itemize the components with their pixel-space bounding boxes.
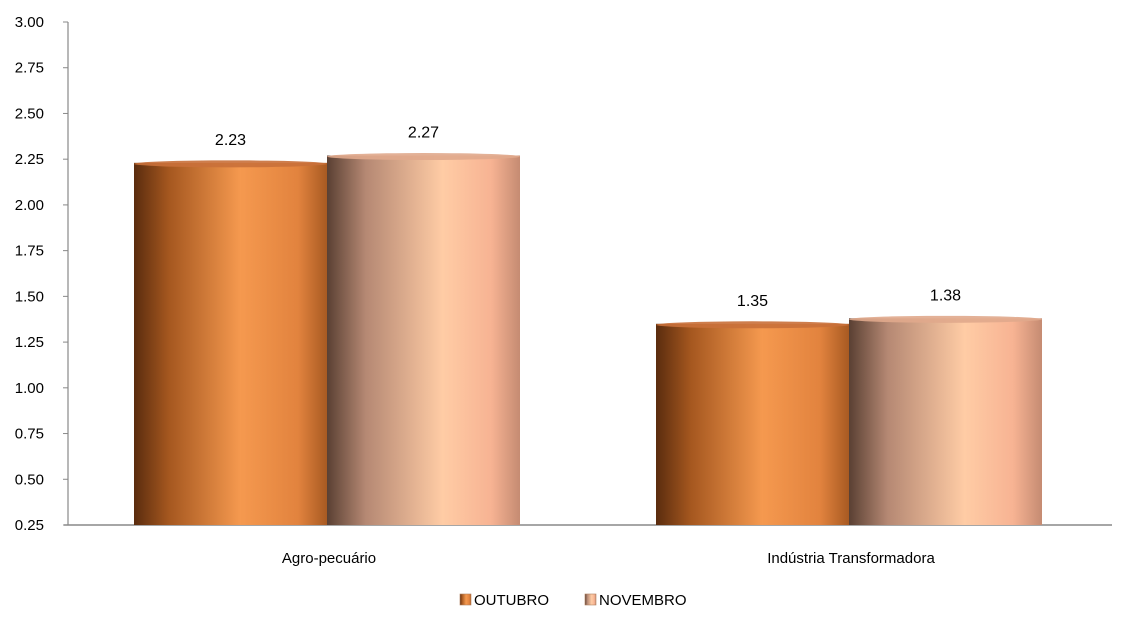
labels: 2.23 2.27 Agro-pecuário 1.35 1.38 Indústria T…: [215, 125, 961, 567]
legend-swatch-novembro: [584, 593, 597, 606]
legend-swatch-outubro: [459, 593, 472, 606]
bar-cap: [849, 315, 1042, 323]
bar-outubro: [134, 162, 327, 525]
bar-novembro: [327, 155, 520, 526]
category-label: Agro-pecuário: [282, 550, 376, 567]
y-tick-label: 1.25: [15, 334, 44, 351]
y-tick-label: 0.50: [15, 471, 44, 488]
data-label: 1.35: [737, 293, 768, 310]
bars: [134, 153, 1042, 526]
data-label: 1.38: [930, 287, 961, 304]
category-label: Indústria Transformadora: [767, 550, 935, 567]
bar-cap: [134, 160, 327, 168]
legend-label: NOVEMBRO: [599, 592, 687, 609]
y-tick-label: 2.00: [15, 197, 44, 214]
y-tick-label: 2.50: [15, 105, 44, 122]
bar-cap: [327, 153, 520, 161]
bar-outubro: [656, 323, 849, 525]
data-label: 2.27: [408, 125, 439, 142]
y-tick-label: 1.50: [15, 288, 44, 305]
y-tick-label: 2.25: [15, 151, 44, 168]
y-tick-label: 1.00: [15, 380, 44, 397]
y-tick-label: 0.75: [15, 426, 44, 443]
y-tick-label: 1.75: [15, 243, 44, 260]
y-tick-label: 2.75: [15, 60, 44, 77]
y-tick-label: 3.00: [15, 14, 44, 31]
bar-cap: [656, 321, 849, 329]
y-tick-label: 0.25: [15, 517, 44, 534]
legend-label: OUTUBRO: [474, 592, 549, 609]
legend: OUTUBRO NOVEMBRO: [459, 592, 687, 609]
bar-novembro: [849, 318, 1042, 525]
data-label: 2.23: [215, 132, 246, 149]
